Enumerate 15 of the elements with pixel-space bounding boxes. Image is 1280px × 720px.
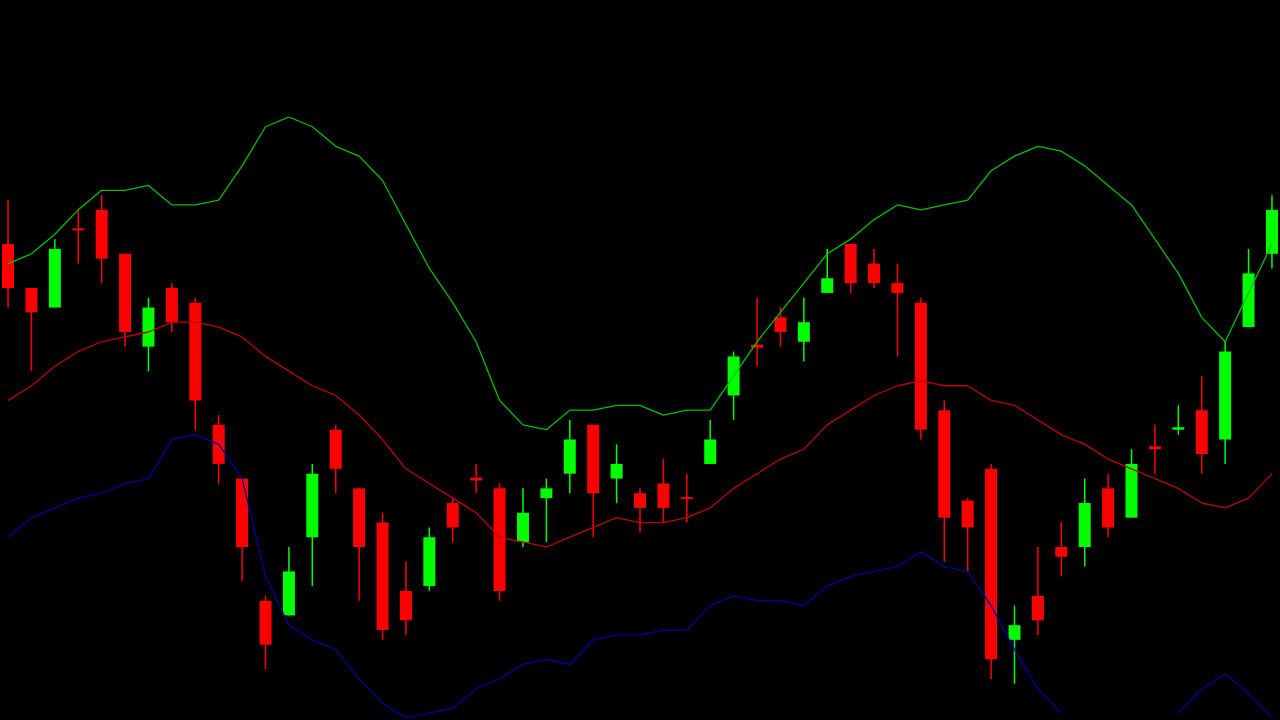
candlestick xyxy=(1008,604,1021,685)
candlestick xyxy=(634,487,646,534)
candlestick xyxy=(540,477,553,543)
candlestick xyxy=(72,209,85,265)
candlestick xyxy=(1055,521,1068,578)
candlestick xyxy=(680,472,693,524)
candlestick xyxy=(868,248,881,289)
candlestick xyxy=(470,463,483,494)
candlestick xyxy=(821,248,834,294)
candlestick xyxy=(610,443,623,504)
candlestick xyxy=(891,262,904,358)
candlestick xyxy=(1172,404,1185,436)
candlestick xyxy=(797,297,810,363)
candlestick xyxy=(1148,424,1161,475)
candlestick xyxy=(774,306,787,348)
